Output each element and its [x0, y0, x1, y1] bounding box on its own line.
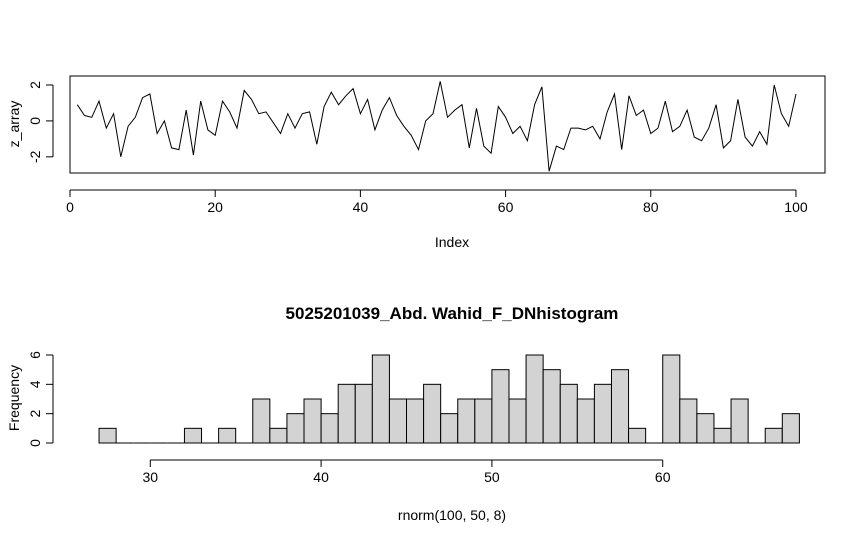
histogram-bar — [491, 369, 510, 444]
histogram-x-tick-label: 40 — [313, 469, 329, 485]
histogram-bar — [662, 354, 681, 444]
histogram-bar — [508, 398, 527, 444]
line-plot-x-tick-label: 60 — [498, 199, 514, 215]
histogram-y-tick-label: 4 — [27, 380, 43, 388]
histogram-bar — [542, 369, 561, 444]
histogram-x-tick-label: 60 — [655, 469, 671, 485]
histogram-bar — [388, 398, 408, 444]
line-plot-y-tick-label: -2 — [27, 150, 43, 163]
histogram-y-axis-label: Frequency — [6, 365, 22, 431]
line-plot-x-tick-label: 20 — [207, 199, 223, 215]
line-plot-panel: 0 20 40 60 80 100 -2 0 2 Index z_array — [6, 75, 826, 250]
histogram-bar — [303, 398, 322, 444]
histogram-bar — [286, 413, 305, 444]
histogram-bar — [730, 398, 749, 444]
line-plot-x-tick-label: 0 — [66, 199, 74, 215]
histogram-bar — [457, 398, 476, 444]
histogram-title: 5025201039_Abd. Wahid_F_DNhistogram — [286, 304, 619, 323]
histogram-bar — [440, 413, 459, 444]
line-plot-x-axis: 0 20 40 60 80 100 — [66, 189, 808, 215]
histogram-bars — [98, 354, 800, 444]
histogram-bar — [559, 383, 578, 444]
histogram-bar — [406, 398, 425, 444]
histogram-bar — [218, 427, 237, 444]
line-plot-y-axis-label: z_array — [6, 101, 22, 148]
histogram-bar — [679, 398, 698, 444]
histogram-bar — [764, 427, 783, 444]
histogram-bar — [98, 427, 117, 444]
histogram-y-tick-label: 2 — [27, 410, 43, 418]
histogram-x-tick-label: 50 — [484, 469, 500, 485]
histogram-bar — [252, 398, 271, 444]
histogram-x-axis: 30 40 50 60 — [142, 459, 671, 485]
z-array-line-series — [76, 81, 797, 172]
line-plot-x-tick-label: 80 — [643, 199, 659, 215]
histogram-bar — [269, 427, 288, 444]
histogram-panel: 5025201039_Abd. Wahid_F_DNhistogram 30 40… — [6, 304, 800, 523]
histogram-bar — [525, 354, 544, 444]
histogram-bar — [593, 383, 612, 444]
line-plot-x-axis-label: Index — [435, 234, 469, 250]
histogram-bar — [371, 354, 390, 444]
histogram-bar — [628, 427, 647, 444]
histogram-x-axis-label: rnorm(100, 50, 8) — [398, 507, 506, 523]
histogram-bar — [696, 413, 715, 444]
line-plot-y-tick-label: 0 — [27, 117, 43, 125]
histogram-x-tick-label: 30 — [142, 469, 158, 485]
histogram-bar — [320, 413, 339, 444]
histogram-bar — [183, 427, 203, 444]
histogram-y-tick-label: 6 — [27, 351, 43, 359]
histogram-bar — [354, 383, 373, 444]
histogram-bar — [474, 398, 493, 444]
line-plot-box — [69, 75, 826, 174]
line-plot-y-tick-label: 2 — [27, 81, 43, 89]
histogram-bar — [781, 413, 800, 444]
line-plot-x-tick-label: 40 — [353, 199, 369, 215]
histogram-bar — [423, 383, 442, 444]
histogram-bar — [713, 427, 732, 444]
histogram-bar — [337, 383, 356, 444]
histogram-bar — [576, 398, 595, 444]
line-plot-x-tick-label: 100 — [784, 199, 808, 215]
histogram-bar — [610, 369, 630, 444]
line-plot-y-axis: -2 0 2 — [27, 81, 54, 163]
histogram-y-tick-label: 0 — [27, 439, 43, 447]
histogram-y-axis: 0 2 4 6 — [27, 351, 54, 447]
